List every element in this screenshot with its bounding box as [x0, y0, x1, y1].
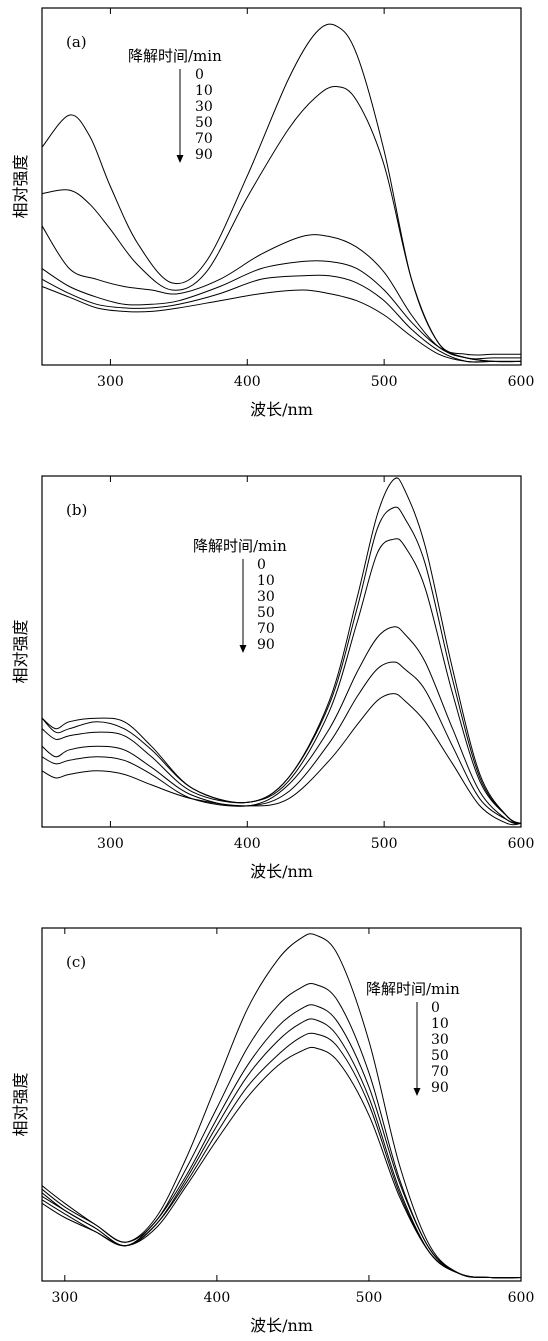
series-line-90min — [41, 286, 521, 363]
legend-title: 降解时间/min — [366, 980, 460, 998]
series-line-90min — [41, 693, 522, 826]
legend-arrow-head — [239, 645, 247, 653]
y-axis-title: 相对强度 — [11, 1072, 30, 1136]
x-tick-label: 600 — [508, 836, 535, 852]
series-line-70min — [41, 661, 522, 824]
series-line-30min — [41, 538, 522, 824]
legend-entry: 30 — [431, 1032, 449, 1048]
chart-panel-1: 300 400 500 600 波长/nm 相对强度 (a) 降解时间/min 01030507… — [11, 7, 535, 419]
panel-label: (a) — [66, 33, 87, 51]
chart-panel-2: 300 400 500 600 波长/nm 相对强度 (b) 降解时间/min 01030507… — [11, 475, 535, 881]
legend-entry: 90 — [257, 637, 275, 653]
x-tick-label: 300 — [97, 374, 124, 390]
legend-entry: 50 — [431, 1048, 449, 1064]
legend-entry: 10 — [431, 1016, 449, 1032]
series-line-30min — [41, 225, 522, 363]
plot-frame — [41, 475, 522, 828]
plot-frame — [41, 927, 522, 1282]
series-line-10min — [41, 85, 521, 360]
x-tick-label: 400 — [234, 374, 261, 390]
x-axis-title: 波长/nm — [250, 1316, 313, 1335]
legend-entry: 10 — [257, 573, 275, 589]
chart-panel-3: 300 400 500 600 波长/nm 相对强度 (c) 降解时间/min 01030507… — [11, 927, 535, 1335]
series-line-30min — [41, 1004, 522, 1279]
x-tick-label: 500 — [371, 374, 398, 390]
series-line-50min — [41, 260, 522, 363]
series-line-0min — [41, 23, 521, 356]
legend-entry: 70 — [257, 621, 275, 637]
legend-entry: 70 — [195, 131, 213, 147]
x-tick-label: 400 — [204, 1290, 231, 1306]
legend-entry: 50 — [257, 605, 275, 621]
x-tick-label: 300 — [51, 1290, 78, 1306]
legend-entry: 10 — [195, 83, 213, 99]
y-axis-title: 相对强度 — [11, 619, 30, 683]
x-tick-label: 500 — [356, 1290, 383, 1306]
y-axis-title: 相对强度 — [11, 154, 30, 218]
legend-entry: 30 — [257, 589, 275, 605]
legend-arrow-head — [176, 155, 184, 163]
legend-entry: 70 — [431, 1064, 449, 1080]
legend-entry: 0 — [431, 1000, 440, 1016]
legend-entry: 0 — [257, 557, 266, 573]
legend-title: 降解时间/min — [128, 47, 222, 65]
series-line-50min — [41, 626, 522, 824]
legend-entry: 90 — [195, 147, 213, 163]
legend-entry: 90 — [431, 1080, 449, 1096]
legend-entry: 0 — [195, 67, 204, 83]
series-line-10min — [41, 506, 522, 824]
x-tick-label: 400 — [234, 836, 261, 852]
legend-entry: 50 — [195, 115, 213, 131]
series-line-90min — [41, 1046, 522, 1279]
panel-label: (b) — [66, 501, 87, 519]
legend-arrow-head — [413, 1088, 421, 1096]
panel-label: (c) — [66, 953, 86, 971]
x-tick-label: 600 — [508, 374, 535, 390]
x-axis-title: 波长/nm — [250, 400, 313, 419]
series-line-70min — [41, 274, 521, 363]
x-tick-label: 600 — [508, 1290, 535, 1306]
x-axis-title: 波长/nm — [250, 862, 313, 881]
x-tick-label: 300 — [97, 836, 124, 852]
series-line-10min — [41, 983, 522, 1279]
legend-title: 降解时间/min — [193, 537, 287, 555]
legend-entry: 30 — [195, 99, 213, 115]
x-tick-label: 500 — [371, 836, 398, 852]
series-line-0min — [41, 477, 522, 824]
plot-frame — [41, 7, 522, 366]
